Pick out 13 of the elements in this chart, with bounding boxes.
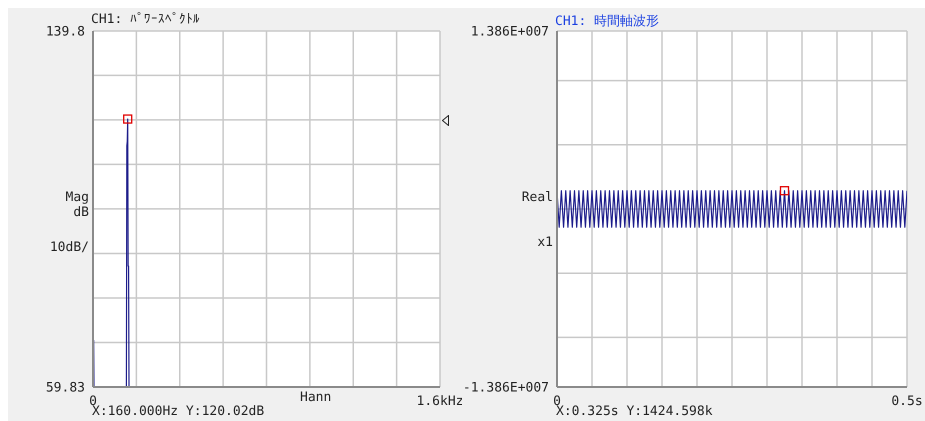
chart-title: CH1: ﾊﾟﾜｰｽﾍﾟｸﾄﾙ	[91, 12, 200, 27]
y-tick-label: 1.386E+007	[470, 24, 549, 40]
text: X:160.000Hz Y:120.02dB	[92, 404, 264, 419]
text: Real x1	[522, 190, 553, 250]
x-tick-label: 1.6kHz	[416, 394, 464, 409]
text: Mag dB 10dB/	[50, 190, 89, 255]
chart-title: CH1: 時間軸波形	[555, 13, 660, 30]
y-tick-label: -1.386E+007	[462, 380, 549, 396]
y-tick-label: 139.8	[46, 24, 85, 40]
x-tick-label: 0.5s	[891, 394, 923, 409]
y-tick-label: 59.83	[46, 380, 85, 396]
text: X:0.325s Y:1424.598k	[556, 404, 713, 419]
text: Hann	[300, 390, 332, 405]
